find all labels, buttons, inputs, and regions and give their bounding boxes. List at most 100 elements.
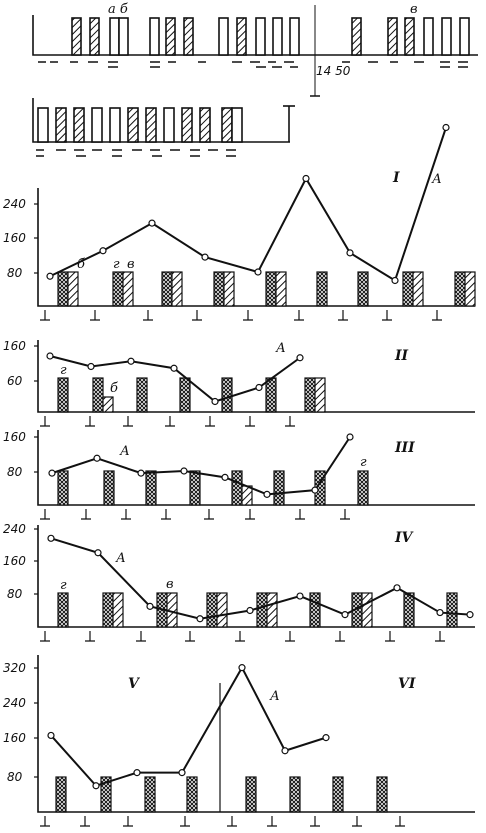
data-point [146,602,154,610]
data-point [178,769,186,777]
data-point [92,782,100,790]
panel-VVI-tick-240: 240 [3,696,26,710]
series-line [50,665,327,787]
panel-IV-bar-label-v: в [166,577,174,592]
data-point [148,219,156,227]
panel-II-series-label: А [275,341,286,356]
panel-I-bars [57,271,476,307]
data-point [211,397,219,406]
panel-IV-roman: IV [394,530,415,546]
panel-II-tick-60: 60 [7,374,23,388]
series-line [49,127,447,283]
panel-II-bars [57,377,326,413]
row1-bars [71,17,470,56]
data-point [263,490,271,498]
panel-II-markers [40,416,295,427]
panel-III-tick-160: 160 [3,430,26,444]
panel-III-series-A [48,433,354,498]
panel-V-roman: V [128,676,141,692]
data-point [255,383,263,392]
panel-I-bar-label-v: в [127,257,135,272]
panel-II-bar-label-b: б [110,381,118,396]
top-label-ab: а б [108,2,128,17]
panel-VVI-markers [40,816,405,827]
data-point [133,769,141,777]
data-point [393,584,401,592]
panel-II: 160 60 г б II А [3,339,475,427]
panel-I: 240 160 80 б г в I А [3,123,476,321]
data-point [311,486,319,494]
panel-IV-y-ticks [34,528,38,595]
top-strip-row-2 [32,98,295,157]
data-point [254,268,262,276]
panel-I-tick-80: 80 [7,266,23,280]
data-point [442,123,450,132]
data-point [46,272,54,280]
panel-III-bar-label-g: г [360,455,367,470]
data-point [47,534,55,542]
top-strip-row-1: а б в 14 50 [32,2,478,97]
panel-VI-roman: VI [398,676,416,692]
panel-VVI-series-label: А [269,689,280,704]
panel-IV: 240 160 80 г в IV А [3,522,475,642]
data-point [127,357,135,365]
panel-III-roman: III [394,440,415,456]
panel-VVI-y-ticks [34,667,38,778]
panel-V-VI: 320 240 160 80 V VI А [3,655,475,827]
time-mark: 14 50 [316,64,351,78]
panel-VVI-series-A [47,664,330,790]
panel-VVI-bars [55,776,388,813]
data-point [48,469,56,477]
data-point [47,731,55,740]
panel-I-y-ticks [34,203,38,274]
data-point [346,433,354,441]
panel-I-bar-label-b: б [77,257,85,272]
panel-III-markers [40,509,350,520]
panel-IV-bar-label-g: г [60,578,67,593]
panel-III-bars [57,470,369,506]
top-label-v: в [410,2,418,17]
panel-I-series-label: А [431,172,442,187]
panel-IV-tick-240: 240 [3,522,26,536]
data-point [94,549,102,557]
panel-VVI-tick-160: 160 [3,731,26,745]
row1-dashes [38,61,468,68]
panel-II-roman: II [394,348,409,364]
data-point [341,611,349,619]
panel-I-tick-160: 160 [3,231,26,245]
data-point [296,592,304,600]
data-point [180,467,188,475]
data-point [238,664,246,672]
data-point [346,249,354,257]
panel-IV-bars [57,592,458,628]
data-point [436,608,444,617]
data-point [46,352,54,360]
data-point [322,734,330,742]
panel-IV-series-A [47,534,474,623]
data-point [391,276,399,285]
panel-IV-series-label: А [115,551,126,566]
panel-VVI-tick-80: 80 [7,770,23,784]
data-point [170,364,178,372]
data-point [201,253,209,261]
panel-I-series-A [46,123,450,285]
series-line [50,537,471,620]
panel-I-roman: I [392,170,400,186]
panel-I-markers [40,310,442,321]
panel-III: 160 80 г III А [3,430,475,520]
data-point [221,473,229,481]
data-point [302,174,310,183]
panel-VVI-tick-320: 320 [3,661,26,675]
panel-II-bar-label-g: г [60,363,67,378]
panel-III-tick-80: 80 [7,465,23,479]
panel-II-y-ticks [34,345,38,382]
top-strip: а б в 14 50 [32,2,478,157]
data-point [466,611,474,619]
data-point [296,354,304,362]
data-point [137,469,145,477]
data-point [87,362,95,371]
data-point [246,606,254,615]
series-line [51,436,351,496]
panel-IV-tick-160: 160 [3,554,26,568]
